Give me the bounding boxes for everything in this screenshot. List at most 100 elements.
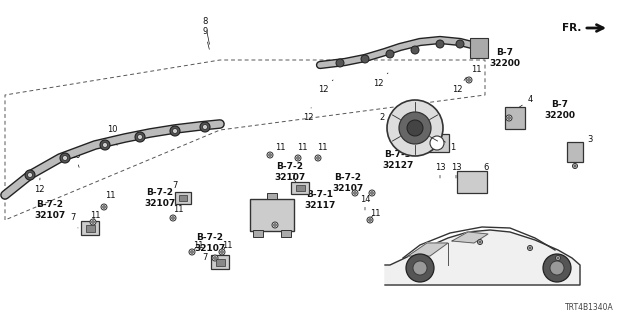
Circle shape bbox=[506, 115, 512, 121]
Text: B-7
32200: B-7 32200 bbox=[490, 48, 520, 68]
Text: 7: 7 bbox=[172, 180, 182, 195]
Bar bbox=[425, 134, 449, 152]
Text: 13: 13 bbox=[451, 164, 461, 178]
Circle shape bbox=[387, 100, 443, 156]
Circle shape bbox=[295, 155, 301, 161]
Circle shape bbox=[170, 126, 180, 136]
Polygon shape bbox=[385, 230, 580, 285]
Text: 11: 11 bbox=[173, 205, 183, 218]
Circle shape bbox=[60, 153, 70, 163]
Circle shape bbox=[297, 157, 300, 159]
Bar bbox=[179, 195, 187, 201]
Text: 6: 6 bbox=[478, 164, 489, 176]
Polygon shape bbox=[567, 142, 583, 162]
Text: 12: 12 bbox=[34, 178, 44, 195]
Circle shape bbox=[138, 134, 143, 140]
Circle shape bbox=[543, 254, 571, 282]
Circle shape bbox=[557, 257, 559, 259]
Text: 11: 11 bbox=[90, 211, 100, 220]
Text: 12: 12 bbox=[372, 73, 388, 87]
Circle shape bbox=[274, 224, 276, 226]
Text: 11: 11 bbox=[193, 241, 204, 250]
Circle shape bbox=[221, 251, 223, 253]
FancyBboxPatch shape bbox=[211, 255, 229, 269]
Circle shape bbox=[90, 219, 96, 225]
Text: 11: 11 bbox=[317, 143, 327, 158]
Circle shape bbox=[100, 140, 110, 150]
Text: 3: 3 bbox=[582, 135, 593, 148]
Circle shape bbox=[477, 239, 483, 244]
Circle shape bbox=[212, 255, 218, 261]
Text: B-7-2
32107: B-7-2 32107 bbox=[195, 233, 226, 253]
Circle shape bbox=[92, 221, 94, 223]
Circle shape bbox=[219, 249, 225, 255]
Text: 10: 10 bbox=[107, 125, 117, 145]
Circle shape bbox=[28, 172, 33, 178]
Text: 11: 11 bbox=[221, 241, 232, 250]
Circle shape bbox=[367, 217, 373, 223]
Circle shape bbox=[172, 217, 174, 219]
Text: 4: 4 bbox=[517, 95, 532, 108]
Circle shape bbox=[529, 247, 531, 249]
Circle shape bbox=[269, 154, 271, 156]
Bar bbox=[253, 230, 263, 237]
Circle shape bbox=[25, 170, 35, 180]
Circle shape bbox=[101, 204, 107, 210]
Circle shape bbox=[436, 40, 444, 48]
Circle shape bbox=[466, 77, 472, 83]
Circle shape bbox=[214, 257, 216, 259]
Text: B-7
32200: B-7 32200 bbox=[545, 100, 575, 120]
Polygon shape bbox=[505, 107, 525, 129]
Bar bbox=[267, 193, 277, 199]
Bar bbox=[296, 185, 305, 191]
Text: 11: 11 bbox=[270, 143, 285, 155]
Bar bbox=[216, 259, 225, 266]
Text: 11: 11 bbox=[470, 66, 481, 80]
Circle shape bbox=[317, 157, 319, 159]
Text: B-7-2
32107: B-7-2 32107 bbox=[275, 162, 306, 182]
Circle shape bbox=[573, 164, 577, 169]
Circle shape bbox=[189, 249, 195, 255]
Text: 7: 7 bbox=[202, 253, 215, 265]
Text: B-7-2
32107: B-7-2 32107 bbox=[145, 188, 175, 208]
Circle shape bbox=[399, 112, 431, 144]
Circle shape bbox=[191, 251, 193, 253]
Circle shape bbox=[267, 152, 273, 158]
Circle shape bbox=[371, 192, 373, 194]
Bar bbox=[281, 230, 291, 237]
Text: 7: 7 bbox=[291, 173, 296, 183]
Circle shape bbox=[456, 40, 464, 48]
Circle shape bbox=[406, 254, 434, 282]
Circle shape bbox=[170, 215, 176, 221]
Circle shape bbox=[556, 255, 561, 260]
Text: B-7-2
32107: B-7-2 32107 bbox=[332, 173, 364, 193]
Text: 2: 2 bbox=[380, 114, 397, 128]
Circle shape bbox=[102, 206, 106, 208]
Circle shape bbox=[369, 190, 375, 196]
Circle shape bbox=[468, 79, 470, 81]
Text: 12: 12 bbox=[452, 77, 467, 94]
Circle shape bbox=[272, 222, 278, 228]
Circle shape bbox=[369, 219, 371, 221]
Text: 14: 14 bbox=[360, 196, 371, 210]
Polygon shape bbox=[452, 232, 488, 243]
Text: 5: 5 bbox=[268, 218, 275, 231]
Text: 11: 11 bbox=[104, 190, 115, 207]
Bar bbox=[470, 38, 488, 58]
Circle shape bbox=[508, 117, 510, 119]
Circle shape bbox=[352, 190, 358, 196]
Circle shape bbox=[474, 44, 482, 52]
Text: TRT4B1340A: TRT4B1340A bbox=[565, 303, 614, 312]
Polygon shape bbox=[408, 243, 448, 256]
Text: 8: 8 bbox=[202, 18, 209, 44]
Circle shape bbox=[315, 155, 321, 161]
Text: 9: 9 bbox=[202, 28, 209, 49]
Text: B-7-2
32107: B-7-2 32107 bbox=[35, 200, 66, 220]
Text: 11: 11 bbox=[370, 209, 380, 218]
Circle shape bbox=[386, 50, 394, 58]
Circle shape bbox=[550, 261, 564, 275]
Circle shape bbox=[63, 156, 67, 161]
Bar bbox=[457, 171, 487, 193]
Circle shape bbox=[407, 120, 423, 136]
Text: 10: 10 bbox=[70, 150, 80, 167]
